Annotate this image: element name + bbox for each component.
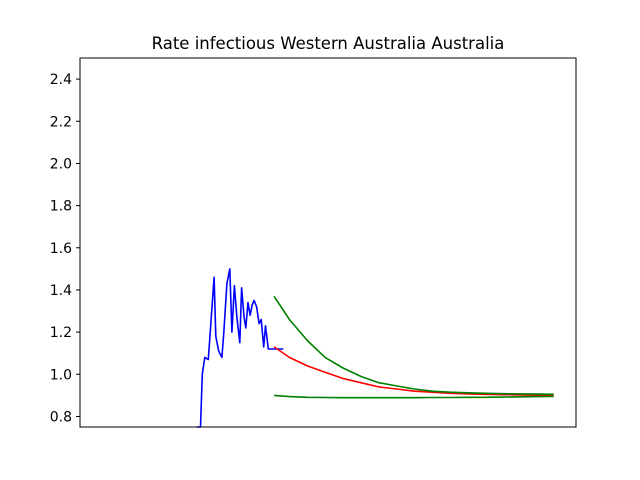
y-tick-label: 2.4 — [50, 72, 72, 88]
y-tick-label: 2.0 — [50, 156, 72, 172]
series-line-3 — [274, 394, 554, 399]
chart-title: Rate infectious Western Australia Austra… — [152, 34, 505, 53]
series-line-2 — [273, 295, 554, 396]
y-tick-label: 1.6 — [50, 241, 72, 257]
y-tick-label: 1.0 — [50, 367, 72, 383]
y-tick-label: 0.8 — [50, 409, 72, 425]
y-tick-label: 1.2 — [50, 325, 72, 341]
axes-frame — [79, 57, 577, 428]
plot-area — [196, 268, 554, 428]
y-tick-label: 1.4 — [50, 283, 72, 299]
series-line-1 — [273, 346, 554, 397]
y-tick-label: 1.8 — [50, 199, 72, 215]
y-tick-label: 2.2 — [50, 114, 72, 130]
y-axis: 0.8 1.0 1.2 1.4 1.6 1.8 2.0 2.2 2.4 — [50, 72, 80, 425]
series-line-0 — [196, 268, 284, 428]
